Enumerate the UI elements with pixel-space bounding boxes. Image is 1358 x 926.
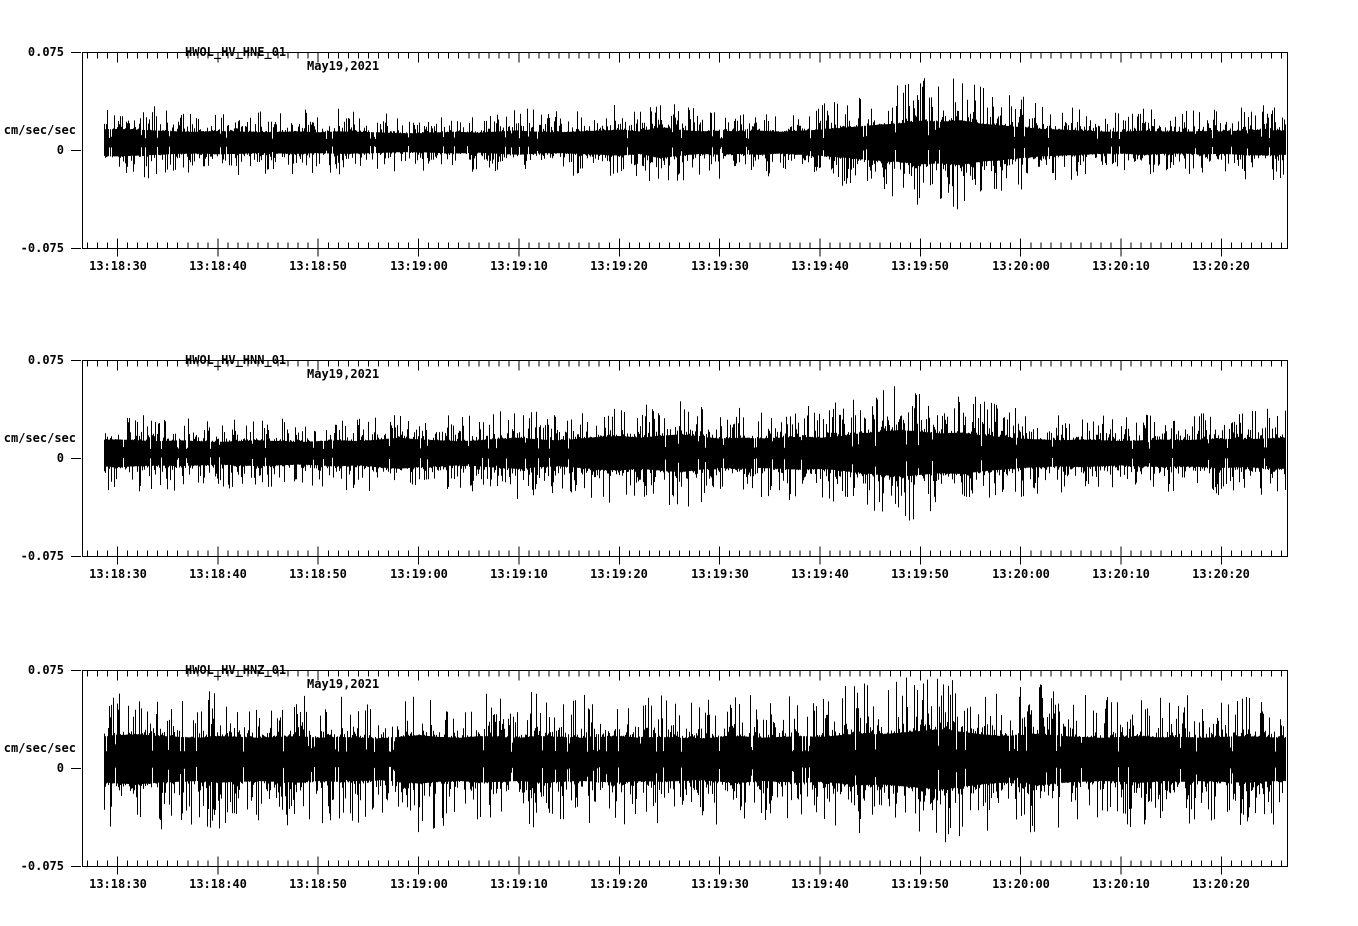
y-zero-label: 0 <box>56 143 64 157</box>
panel-title: HWOL_HV_HNZ_01 May19,2021 <box>0 649 379 691</box>
panel-hne: HWOL_HV_HNE_01 May19,2021 0.075 cm/sec/s… <box>0 0 1358 308</box>
date-label: May19,2021 <box>307 367 380 381</box>
panel-title: HWOL_HV_HNN_01 May19,2021 <box>0 339 379 381</box>
station-id-label: HWOL_HV_HNZ_01 <box>185 663 287 677</box>
panel-hnn: HWOL_HV_HNN_01 May19,2021 0.075 cm/sec/s… <box>0 308 1358 616</box>
y-min-label: -0.075 <box>20 549 64 563</box>
station-id-label: HWOL_HV_HNN_01 <box>185 353 287 367</box>
y-unit-label: cm/sec/sec <box>3 123 76 137</box>
y-unit-label: cm/sec/sec <box>3 431 76 445</box>
panel-title: HWOL_HV_HNE_01 May19,2021 <box>0 31 379 73</box>
y-max-label: 0.075 <box>27 45 64 59</box>
y-zero-label: 0 <box>56 761 64 775</box>
y-min-label: -0.075 <box>20 241 64 255</box>
date-label: May19,2021 <box>307 59 380 73</box>
y-zero-label: 0 <box>56 451 64 465</box>
waveform-plot-hnn <box>71 360 1288 565</box>
panel-hnz: HWOL_HV_HNZ_01 May19,2021 0.075 cm/sec/s… <box>0 618 1358 926</box>
y-unit-label: cm/sec/sec <box>3 741 76 755</box>
y-max-label: 0.075 <box>27 353 64 367</box>
waveform-plot-hne <box>71 52 1288 257</box>
date-label: May19,2021 <box>307 677 380 691</box>
y-max-label: 0.075 <box>27 663 64 677</box>
y-min-label: -0.075 <box>20 859 64 873</box>
station-id-label: HWOL_HV_HNE_01 <box>185 45 287 59</box>
waveform-plot-hnz <box>71 670 1288 875</box>
